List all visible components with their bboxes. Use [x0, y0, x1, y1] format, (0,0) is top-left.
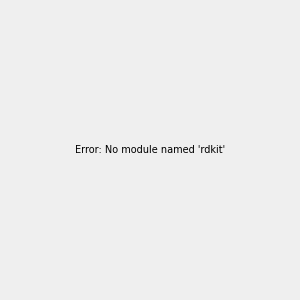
Text: Error: No module named 'rdkit': Error: No module named 'rdkit'	[75, 145, 225, 155]
